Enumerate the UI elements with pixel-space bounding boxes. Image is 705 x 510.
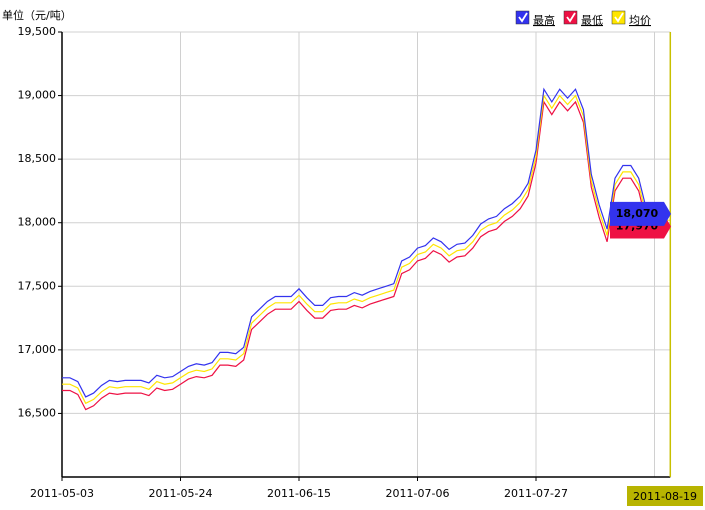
- series-line: [62, 100, 671, 411]
- y-tick-label: 19,500: [18, 25, 57, 38]
- tooltip-label: 18,070: [616, 207, 659, 220]
- x-tick-label: 2011-06-15: [267, 487, 331, 500]
- legend-checkbox[interactable]: [563, 10, 578, 25]
- legend-check: [614, 12, 624, 23]
- y-tick-label: 17,500: [18, 279, 57, 292]
- y-tick-label: 18,500: [18, 152, 57, 165]
- y-tick-label: 18,000: [18, 216, 57, 229]
- legend-check: [566, 12, 576, 23]
- y-tick-label: 16,500: [18, 406, 57, 419]
- x-tick-label: 2011-07-27: [504, 487, 568, 500]
- crosshair-label: 2011-08-19: [633, 490, 697, 503]
- legend-label[interactable]: 均价: [629, 14, 651, 27]
- crosshair-label-bg: [627, 486, 703, 506]
- y-tick-label: 19,000: [18, 89, 57, 102]
- y-tick-label: 17,000: [18, 343, 57, 356]
- x-tick-label: 2011-05-03: [30, 487, 94, 500]
- x-tick-label: 2011-07-06: [386, 487, 450, 500]
- legend-item[interactable]: 均价: [611, 10, 651, 27]
- tooltip-box: [610, 201, 671, 226]
- legend-item[interactable]: 最低: [563, 10, 603, 27]
- series-line: [62, 93, 671, 405]
- chart-title: 单位（元/吨）: [2, 8, 72, 22]
- legend-checkbox[interactable]: [611, 10, 626, 25]
- series-line: [62, 87, 671, 398]
- legend-item[interactable]: 最高: [515, 10, 555, 27]
- legend-label[interactable]: 最低: [581, 14, 603, 27]
- legend-checkbox[interactable]: [515, 10, 530, 25]
- legend-check: [518, 12, 528, 23]
- legend-label[interactable]: 最高: [533, 13, 555, 27]
- x-tick-label: 2011-05-24: [149, 487, 213, 500]
